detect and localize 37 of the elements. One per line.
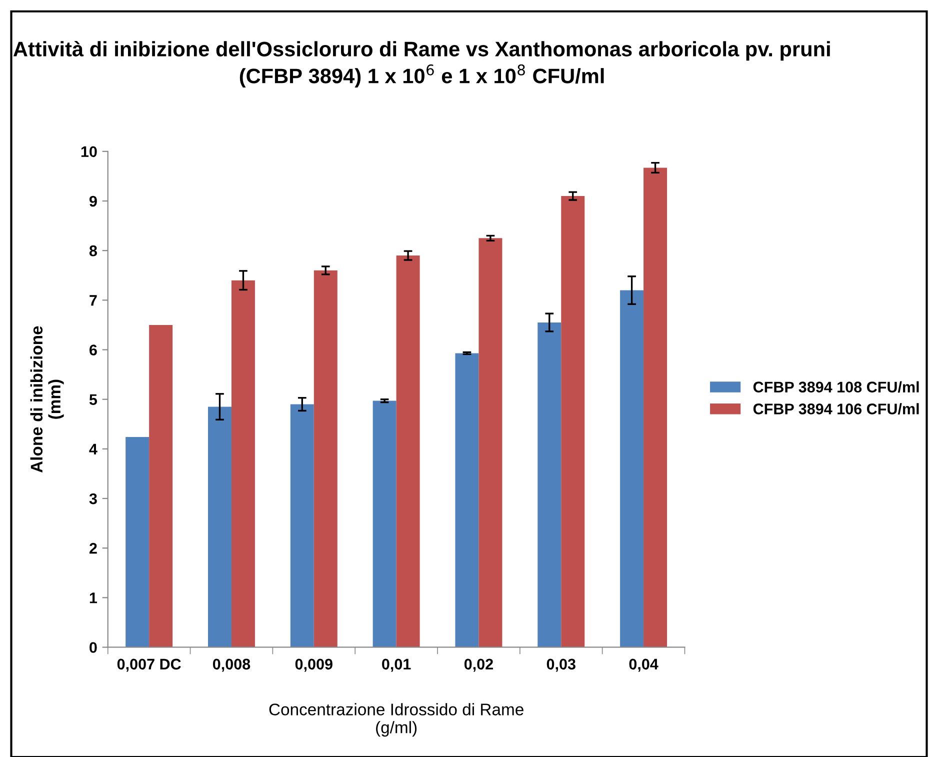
- x-axis-title: Concentrazione Idrossido di Rame (g/ml): [269, 703, 524, 737]
- y-tick-label: 0: [90, 642, 97, 653]
- bar: [314, 270, 338, 648]
- y-tick-label: 9: [89, 196, 97, 207]
- x-tick-label: 0,009: [295, 658, 332, 672]
- y-axis-title: Alone di inibizione (mm): [30, 326, 64, 473]
- y-tick-label: 8: [89, 245, 97, 256]
- x-tick-label: 0,008: [212, 658, 250, 672]
- x-tick-label: 0,01: [382, 658, 411, 672]
- x-tick-label: 0,02: [464, 658, 493, 672]
- bar: [478, 238, 502, 648]
- y-tick-label: 2: [89, 542, 97, 554]
- bar: [620, 290, 644, 648]
- x-tick-label: 0,04: [629, 658, 658, 672]
- y-tick-label: 3: [89, 493, 97, 504]
- y-tick-label: 10: [81, 146, 97, 158]
- bar: [372, 400, 396, 648]
- y-tick-label: 1: [90, 592, 98, 604]
- y-tick-label: 4: [89, 444, 98, 454]
- bar: [644, 168, 668, 648]
- y-tick-label: 6: [90, 344, 97, 356]
- bar: [290, 404, 314, 648]
- x-tick-label: 0,03: [546, 658, 576, 672]
- bar: [561, 196, 585, 648]
- chart-title: Attività di inibizione dell'Ossicloruro di Rame vs Xanthomonas arboricola pv. pruni (CFBP 3894) 1 x 10$^{6}$ e 1 x 10$^{8}$ CFU/ml: [13, 40, 830, 88]
- bar: [208, 406, 232, 648]
- bar: [455, 353, 479, 648]
- bar: [149, 324, 173, 648]
- x-tick-label: 0,007 DC: [117, 658, 181, 672]
- bar: [538, 322, 562, 648]
- legend-label: CFBP 3894 106 CFU/ml: [753, 403, 919, 415]
- y-tick-label: 5: [89, 394, 98, 406]
- bar: [396, 256, 420, 648]
- bar: [126, 437, 150, 648]
- legend-label: CFBP 3894 108 CFU/ml: [753, 381, 919, 393]
- y-tick-label: 7: [90, 295, 97, 306]
- bar: [231, 280, 255, 648]
